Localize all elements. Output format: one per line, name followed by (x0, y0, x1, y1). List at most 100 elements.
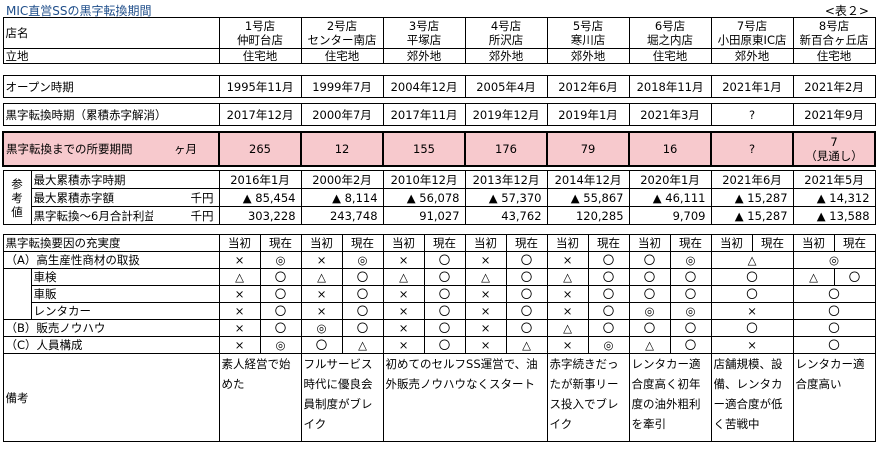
factor-value: × (382, 285, 425, 303)
table-row: 黒字転換までの所要期間 ヶ月 265 12 155 176 79 16? 7 （見通し） (2, 130, 877, 167)
note-value: 初めてのセルフSS運営で、油外販売ノウハウなくスタート (382, 353, 548, 442)
initial-header: 当初 (792, 234, 835, 252)
factor-value: 〇 (423, 268, 466, 286)
turn-label: 黒字転換時期（累積赤字解消） (2, 103, 220, 126)
area-value: 郊外地 (382, 48, 466, 64)
factor-value: 〇 (792, 285, 876, 303)
factor-label: 車検 (30, 268, 220, 286)
current-header: 現在 (341, 234, 384, 252)
factor-value: ◎ (300, 319, 343, 337)
factor-label: 車販 (30, 285, 220, 303)
factor-value: △ (341, 336, 384, 354)
table-cell (3, 64, 875, 76)
area-value: 住宅地 (300, 48, 384, 64)
factor-value: △ (710, 251, 794, 269)
factor-value: × (464, 336, 507, 354)
factor-value: × (710, 302, 794, 320)
turn-value: 2019年1月 (546, 103, 630, 126)
store-table: 店名 1号店 仲町台店 2号店 センター南店 3号店 平塚店 4号店 所沢店 5号店 寒川店 6号店堀… (2, 17, 877, 442)
table-row: 黒字転換～6月合計利益 千円 303,228 243,748 91,027 43,762 1… (3, 206, 876, 225)
factor-value: × (464, 302, 507, 320)
ref-value: 303,228 (218, 206, 302, 225)
store-header: 8号店 新百合ヶ丘店 (792, 17, 876, 49)
factor-value: × (218, 285, 261, 303)
factor-value: × (300, 285, 343, 303)
store-header: 7号店 小田原東IC店 (710, 17, 794, 49)
factor-value: × (382, 319, 425, 337)
ref-value: 120,285 (546, 206, 630, 225)
ref-value: ▲ 13,588 (792, 206, 876, 225)
table-row: 立地 住宅地 住宅地 郊外地 郊外地 郊外地 住宅地 郊外地 住宅地 (2, 48, 876, 64)
factor-value: 〇 (423, 251, 466, 269)
initial-header: 当初 (218, 234, 261, 252)
factor-value: 〇 (259, 319, 302, 337)
table-number: <表２> (824, 4, 869, 18)
factor-value: × (218, 302, 261, 320)
period-value: 79 (546, 130, 631, 167)
table-row: オープン時期 1995年11月 1999年7月 2004年12月 2005年4月 2012… (2, 75, 876, 98)
factor-value: 〇 (300, 336, 343, 354)
ref-unit: 千円 (153, 188, 220, 207)
table-row: 備考 素人経営で始めた フルサービス時代に優良会員制度がブレイク 初めてのセルフSS運… (2, 353, 876, 442)
factor-value: 〇 (259, 285, 302, 303)
note-value: レンタカー適合度高く初年度の油外粗利を牽引 (628, 353, 712, 442)
factor-value: △ (792, 268, 835, 286)
ref-row-label: 最大累積赤字額 (30, 188, 153, 207)
open-value: 1995年11月 (218, 75, 302, 98)
factor-value: △ (546, 268, 589, 286)
factor-value: × (382, 336, 425, 354)
period-value: 16 (628, 130, 713, 167)
factor-value: ◎ (587, 336, 630, 354)
table-row: 参考値最大累積赤字時期 2016年1月 2000年2月 2010年12月 2013年12… (2, 170, 876, 225)
open-value: 2012年6月 (546, 75, 630, 98)
ref-row-label: 最大累積赤字時期 (30, 170, 153, 189)
store-header: 6号店 堀之内店 (628, 17, 712, 49)
ref-value: 9,709 (628, 206, 712, 225)
area-value: 住宅地 (792, 48, 876, 64)
notes-label: 備考 (2, 353, 220, 442)
factor-value: ◎ (341, 251, 384, 269)
factor-value: 〇 (710, 285, 794, 303)
factor-value: × (546, 285, 589, 303)
factor-value: × (218, 319, 261, 337)
note-value: レンタカー適合度高い (792, 353, 876, 442)
note-value: フルサービス時代に優良会員制度がブレイク (300, 353, 384, 442)
factor-value: ◎ (792, 251, 876, 269)
current-header: 現在 (587, 234, 630, 252)
initial-header: 当初 (546, 234, 589, 252)
store-name-label: 店名 (2, 17, 220, 49)
factor-label: （A）高生産性商材の取扱 (2, 251, 220, 269)
factor-value: 〇 (505, 285, 548, 303)
ref-value: ▲ 14,312 (792, 188, 876, 207)
factor-value: 〇 (792, 336, 876, 354)
table-row (3, 225, 875, 235)
factor-value: × (464, 251, 507, 269)
current-header: 現在 (751, 234, 794, 252)
factor-value: △ (628, 336, 671, 354)
ref-value: 2016年1月 (218, 170, 302, 189)
open-value: 2004年12月 (382, 75, 466, 98)
table-title: MIC直営SSの黒字転換期間 (6, 4, 152, 18)
ref-value: ▲ 15,287 (710, 188, 794, 207)
table-row: （C）人員構成 × ◎ 〇 △ × 〇 × △ × ◎ △ 〇 × 〇 (2, 336, 876, 354)
turn-value: 2017年12月 (218, 103, 302, 126)
factor-value: × (546, 336, 589, 354)
factor-value: 〇 (628, 319, 671, 337)
period-label: 黒字転換までの所要期間 (2, 130, 153, 167)
turn-value: 2017年11月 (382, 103, 466, 126)
factor-value: ◎ (259, 251, 302, 269)
period-value: 176 (464, 130, 549, 167)
factor-value: 〇 (587, 285, 630, 303)
factor-label: （C）人員構成 (2, 336, 220, 354)
current-header: 現在 (833, 234, 876, 252)
note-value: 素人経営で始めた (218, 353, 302, 442)
factor-value: 〇 (423, 336, 466, 354)
factor-value: 〇 (628, 251, 671, 269)
open-value: 2005年4月 (464, 75, 548, 98)
ref-value: ▲ 46,111 (628, 188, 712, 207)
indent-cell (2, 285, 32, 303)
factor-value: 〇 (669, 268, 712, 286)
initial-header: 当初 (710, 234, 753, 252)
factor-value: × (382, 251, 425, 269)
factor-value: ◎ (669, 251, 712, 269)
